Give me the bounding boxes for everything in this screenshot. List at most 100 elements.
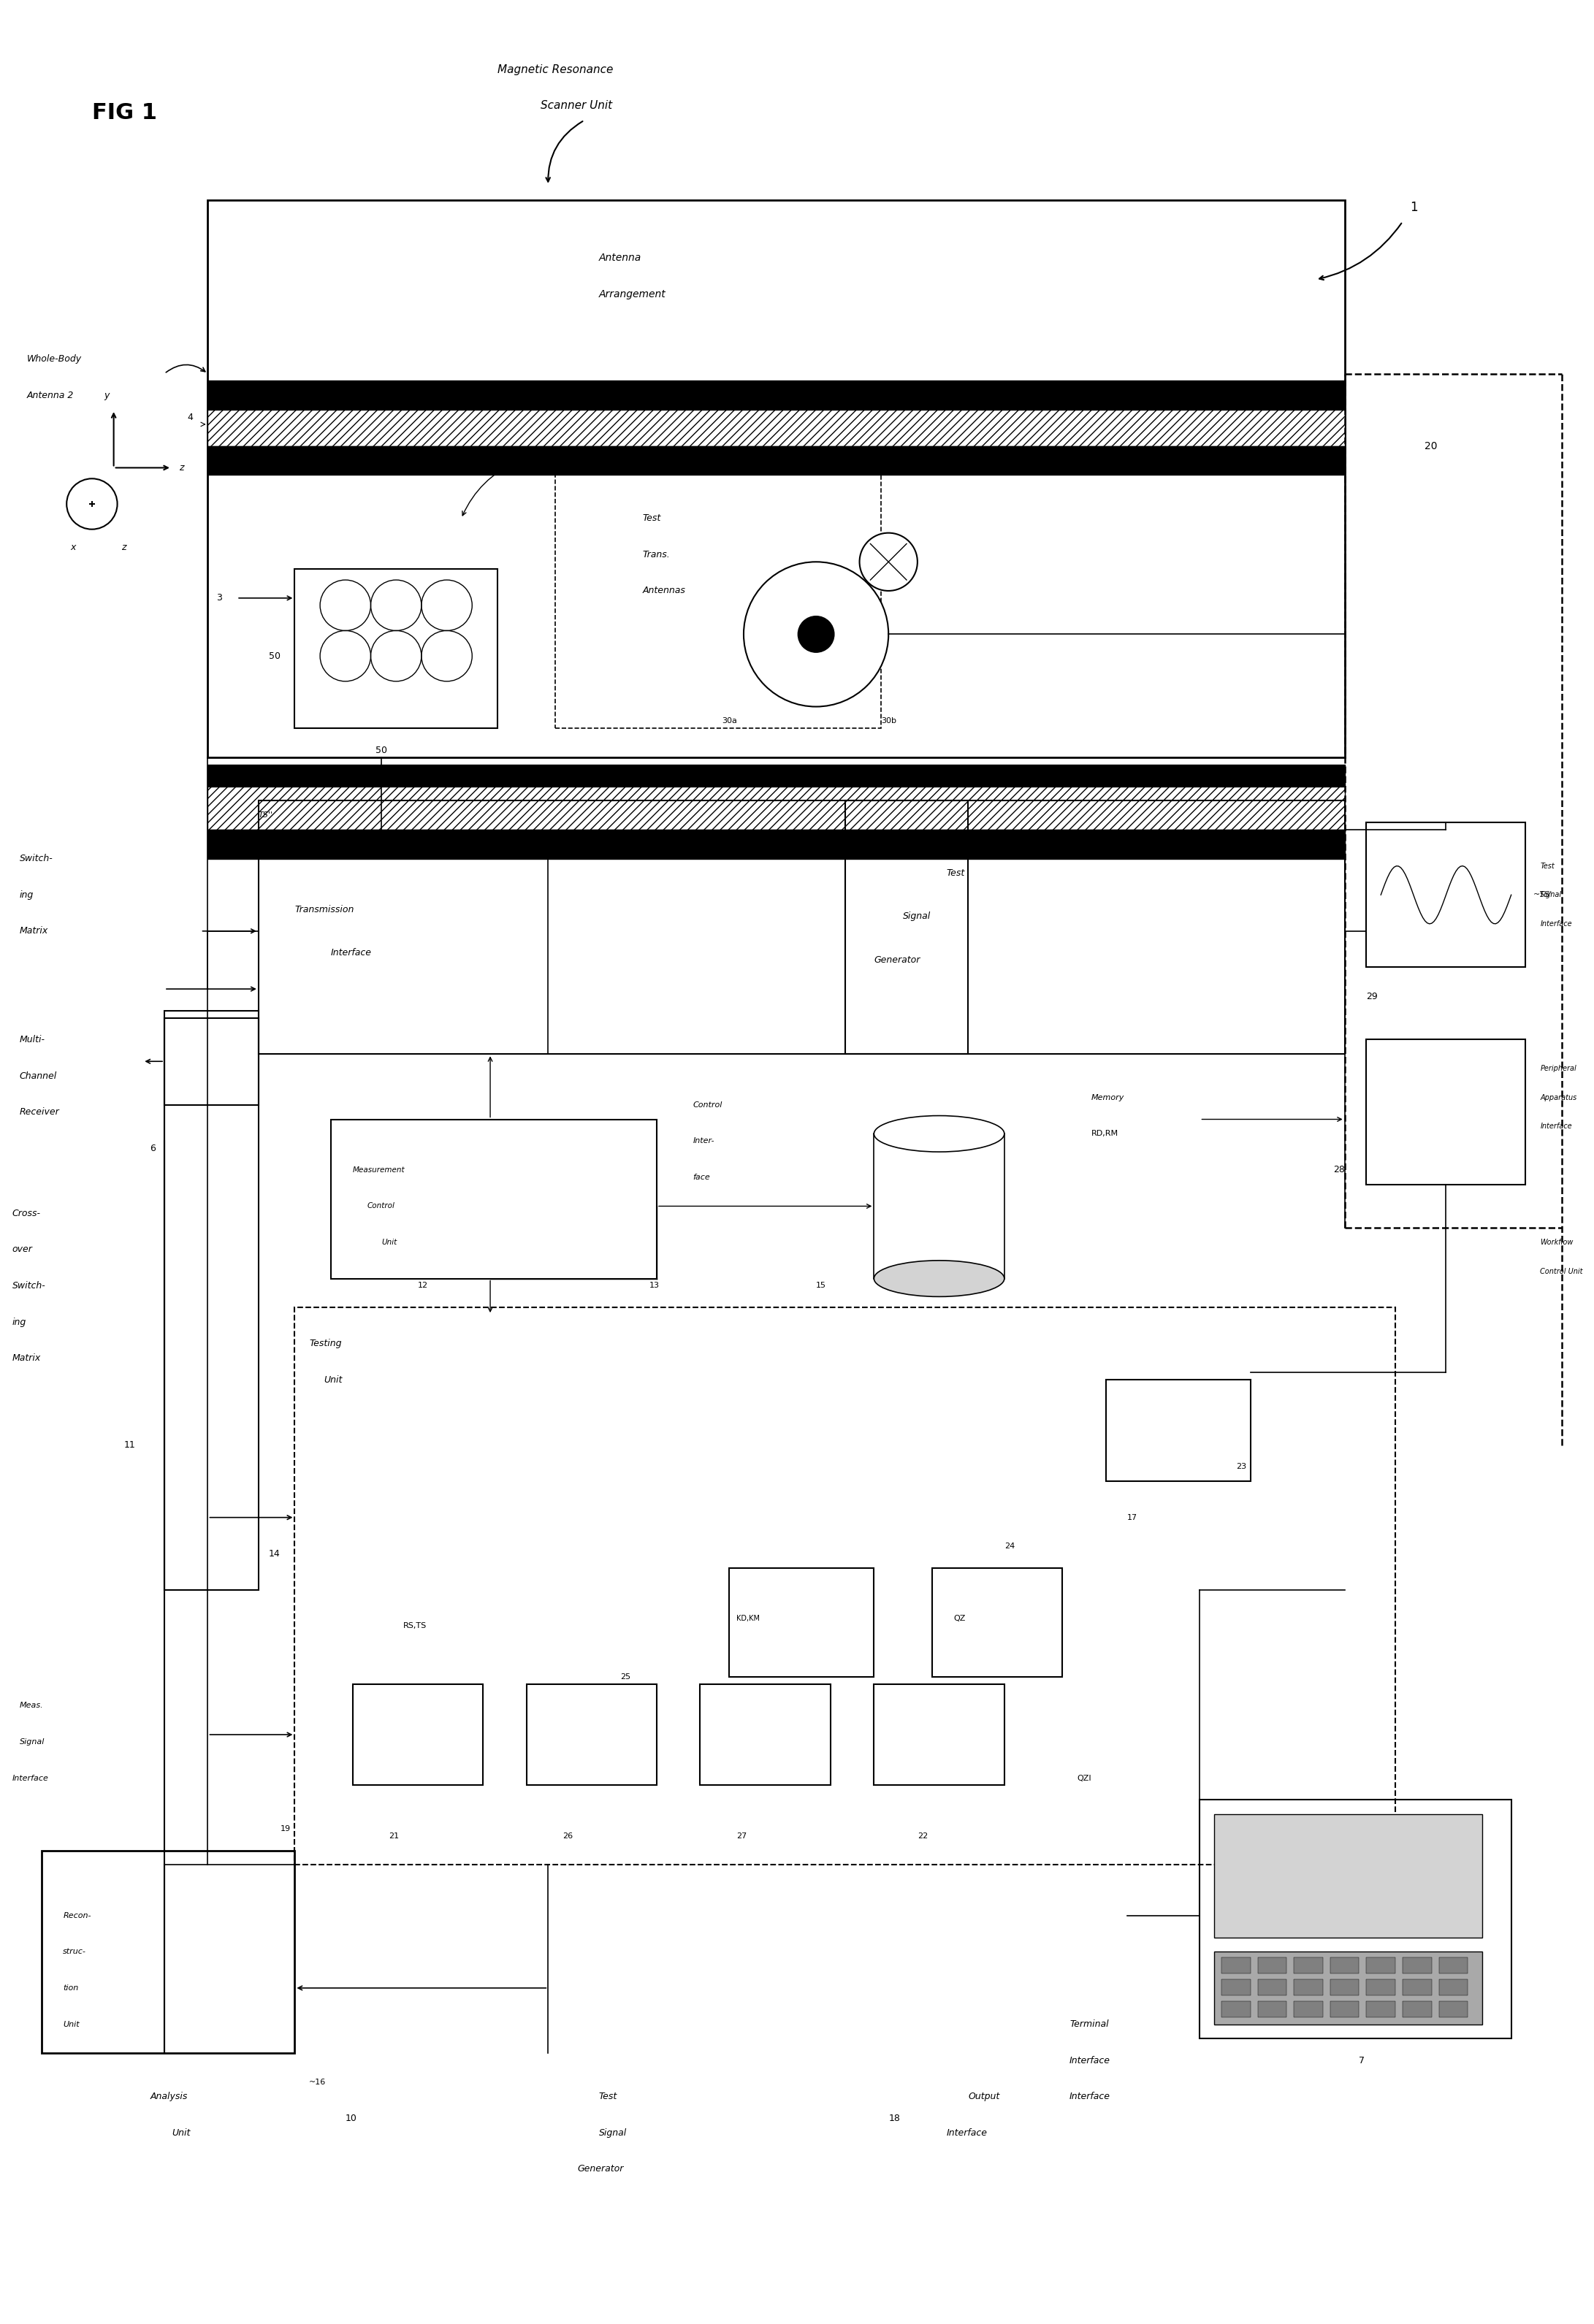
Text: x: x [70, 541, 75, 553]
Text: Signal: Signal [1540, 890, 1562, 899]
Text: 19: 19 [281, 1824, 290, 1831]
Text: Analysis: Analysis [150, 2092, 188, 2101]
Text: Switch-: Switch- [19, 853, 53, 865]
Bar [932, 1569, 1062, 1676]
Text: Interface: Interface [13, 1776, 49, 1783]
Text: Matrix: Matrix [19, 927, 48, 937]
Text: 20: 20 [1425, 442, 1438, 451]
Text: 13: 13 [649, 1283, 660, 1290]
Ellipse shape [874, 1116, 1004, 1153]
Bar [1200, 1799, 1511, 2038]
Text: Recon-: Recon- [64, 1913, 91, 1920]
Text: 22: 22 [918, 1831, 928, 1841]
Text: 21: 21 [389, 1831, 398, 1841]
Bar [1329, 2001, 1360, 2017]
Text: Receiver: Receiver [19, 1106, 59, 1118]
Text: Control: Control [367, 1202, 395, 1211]
Bar [700, 1685, 830, 1785]
Text: 25: 25 [620, 1673, 631, 1680]
Text: face: face [693, 1174, 711, 1181]
Text: ~16: ~16 [309, 2078, 327, 2085]
Text: Interface: Interface [332, 948, 371, 957]
Bar [258, 802, 968, 1055]
Text: Output: Output [968, 2092, 999, 2101]
Bar [526, 1685, 657, 1785]
Text: Signal: Signal [902, 911, 931, 920]
Bar [1403, 1957, 1431, 1973]
Text: Peripheral: Peripheral [1540, 1064, 1576, 1071]
Text: Interface: Interface [1540, 920, 1572, 927]
Bar [874, 1685, 1004, 1785]
Text: Control: Control [693, 1102, 722, 1109]
Bar [1258, 1980, 1286, 1996]
Circle shape [744, 562, 888, 706]
Ellipse shape [874, 1260, 1004, 1297]
Text: 23: 23 [1235, 1464, 1247, 1471]
Bar [555, 474, 881, 727]
Text: Antenna: Antenna [599, 253, 641, 263]
Text: 29: 29 [1366, 992, 1377, 1002]
Text: Meas.: Meas. [19, 1701, 43, 1710]
Bar [1403, 1980, 1431, 1996]
Text: Cross-: Cross- [13, 1208, 41, 1218]
Text: Arrangement: Arrangement [599, 288, 666, 300]
Text: 7: 7 [1360, 2057, 1364, 2066]
Bar [874, 1134, 1004, 1278]
Text: 5: 5 [526, 449, 532, 458]
Bar [1221, 1980, 1251, 1996]
Bar [1366, 1980, 1395, 1996]
Text: z: z [121, 541, 126, 553]
Text: 18: 18 [888, 2113, 901, 2124]
Bar [207, 409, 1345, 446]
Bar [1215, 1815, 1482, 1938]
Text: Memory: Memory [1092, 1095, 1124, 1102]
Bar [1329, 1980, 1360, 1996]
Text: Interface: Interface [947, 2129, 987, 2138]
Text: over: over [13, 1246, 33, 1255]
Bar [1294, 1980, 1323, 1996]
Text: FIG 1: FIG 1 [92, 102, 156, 123]
Text: Magnetic Resonance: Magnetic Resonance [497, 65, 614, 74]
Text: RS,TS: RS,TS [403, 1622, 427, 1629]
Text: 27: 27 [736, 1831, 748, 1841]
Text: Test: Test [1540, 862, 1554, 869]
Text: 6: 6 [150, 1143, 156, 1153]
Bar [207, 446, 1345, 474]
Bar [728, 1569, 874, 1676]
Bar [1366, 2001, 1395, 2017]
Text: tion: tion [64, 1985, 78, 1992]
Text: z: z [179, 462, 183, 472]
Bar [207, 765, 1345, 786]
Bar [1439, 1980, 1468, 1996]
Text: Unit: Unit [64, 2020, 80, 2029]
Text: Test: Test [642, 514, 662, 523]
Text: Workflow: Workflow [1540, 1239, 1573, 1246]
Text: 10: 10 [346, 2113, 357, 2124]
Bar [332, 1120, 657, 1278]
Bar [207, 381, 1345, 409]
Text: Measurement: Measurement [352, 1167, 405, 1174]
Text: Test: Test [599, 2092, 617, 2101]
Text: ~TS': ~TS' [1533, 890, 1553, 899]
Text: 28: 28 [1333, 1164, 1345, 1174]
Text: 50: 50 [376, 746, 387, 755]
Bar [1329, 1957, 1360, 1973]
Text: 4: 4 [188, 411, 193, 423]
Bar [1439, 1957, 1468, 1973]
Text: 24: 24 [1004, 1543, 1015, 1550]
Text: Control Unit: Control Unit [1540, 1267, 1583, 1276]
Bar [845, 802, 1345, 1055]
Bar [164, 1011, 258, 1590]
Text: Switch-: Switch- [13, 1281, 46, 1290]
Bar [1403, 2001, 1431, 2017]
Text: Test: Test [947, 869, 964, 878]
Text: Interface: Interface [1540, 1122, 1572, 1129]
Bar [295, 569, 497, 727]
Text: Antenna 2: Antenna 2 [27, 390, 73, 400]
Bar [1258, 1957, 1286, 1973]
Text: 14: 14 [269, 1548, 281, 1559]
Text: Terminal: Terminal [1070, 2020, 1109, 2029]
Text: Scanner Unit: Scanner Unit [540, 100, 612, 112]
Text: QZI: QZI [1076, 1776, 1090, 1783]
Bar [1366, 1039, 1525, 1185]
